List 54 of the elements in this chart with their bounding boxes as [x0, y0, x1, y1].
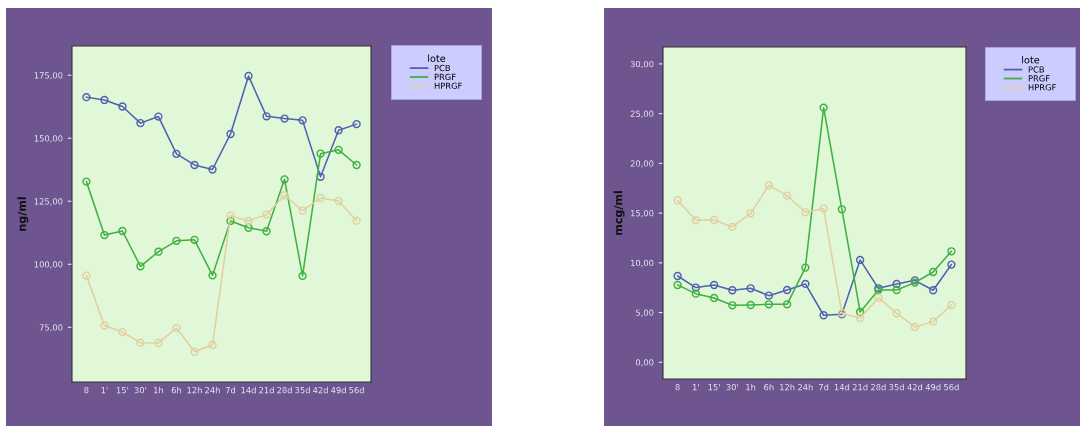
- x-tick-label: 30': [726, 384, 739, 391]
- x-tick-label: 21d: [259, 386, 274, 394]
- legend-label: PCB: [1028, 66, 1044, 73]
- legend-title: lote: [428, 54, 446, 62]
- x-tick-label: 1': [101, 387, 108, 394]
- y-tick-label: 100,00: [34, 261, 63, 269]
- y-tick-label: 25,00: [630, 110, 654, 118]
- x-tick-label: 35d: [889, 383, 904, 391]
- x-tick-label: 7d: [819, 383, 829, 391]
- x-tick-label: 28d: [871, 383, 886, 391]
- x-tick-label: 56d: [349, 386, 364, 394]
- legend-label: PRGF: [1028, 75, 1050, 82]
- y-tick-label: 15,00: [631, 210, 654, 218]
- x-tick-label: 24h: [798, 383, 813, 391]
- y-axis-title: ng/ml: [17, 197, 29, 231]
- x-tick-label: 6h: [764, 383, 774, 391]
- x-tick-label: 35d: [295, 386, 310, 394]
- y-tick-label: 150,00: [34, 135, 63, 143]
- y-tick-label: 75,00: [39, 324, 63, 332]
- x-tick-label: 7d: [225, 386, 236, 394]
- x-tick-label: 42d: [313, 386, 328, 394]
- x-tick-label: 15': [708, 384, 720, 391]
- x-tick-label: 21d: [852, 383, 868, 391]
- x-tick-label: 49d: [925, 383, 941, 391]
- y-axis-title: mcg/ml: [613, 191, 625, 235]
- x-tick-label: 8: [675, 384, 680, 391]
- x-tick-label: 15': [116, 387, 129, 394]
- legend-label: PCB: [434, 64, 450, 72]
- x-tick-label: 8: [84, 387, 89, 394]
- x-tick-label: 56d: [944, 383, 959, 391]
- x-tick-label: 1h: [746, 383, 756, 391]
- y-tick-label: 125,00: [34, 198, 63, 206]
- x-tick-label: 28d: [277, 386, 292, 394]
- y-tick-label: 5,00: [636, 309, 654, 317]
- x-tick-label: 30': [134, 387, 147, 394]
- x-tick-label: 1': [692, 384, 699, 391]
- y-tick-label: 175,00: [34, 72, 63, 80]
- legend-label: HPRGF: [434, 82, 462, 89]
- y-tick-label: 30,00: [630, 60, 654, 69]
- x-tick-label: 14d: [241, 386, 256, 394]
- legend-title: lote: [1022, 55, 1040, 64]
- x-tick-label: 42d: [907, 383, 923, 391]
- x-tick-label: 6h: [171, 386, 182, 394]
- y-tick-label: 0,00: [635, 359, 654, 367]
- y-tick-label: 20,00: [630, 160, 654, 168]
- x-tick-label: 1h: [154, 386, 164, 394]
- x-tick-label: 14d: [834, 383, 850, 391]
- x-tick-label: 24h: [205, 386, 220, 394]
- y-tick-label: 10,00: [631, 259, 654, 267]
- legend-label: HPRGF: [1028, 84, 1056, 91]
- x-tick-label: 12h: [187, 386, 202, 394]
- x-tick-label: 49d: [331, 386, 346, 394]
- legend-label: PRGF: [434, 73, 456, 81]
- x-tick-label: 12h: [780, 383, 795, 391]
